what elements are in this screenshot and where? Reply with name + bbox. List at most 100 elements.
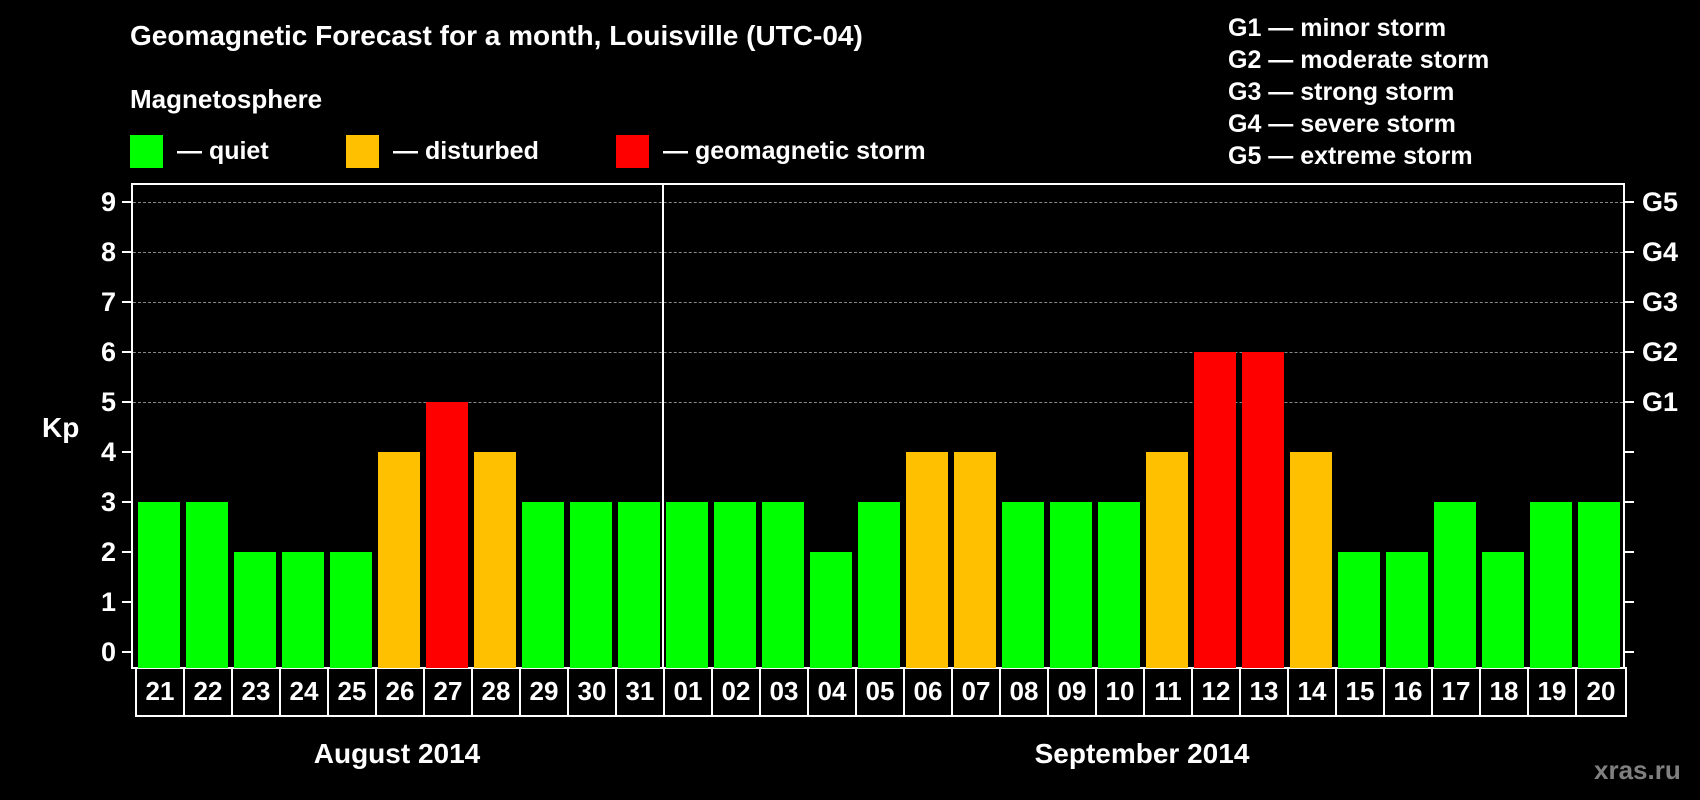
bar-23 (234, 552, 276, 668)
x-tick-label: 11 (1145, 667, 1193, 715)
bar-12 (1194, 352, 1236, 668)
bar-22 (186, 502, 228, 668)
x-tick-label: 01 (665, 667, 713, 715)
legend-heading: Magnetosphere (130, 84, 323, 114)
bar-13 (1242, 352, 1284, 668)
bar-14 (1290, 452, 1332, 668)
legend-item-storm: — geomagnetic storm (616, 135, 926, 168)
legend-label: — disturbed (393, 137, 539, 165)
y-tick-right (1625, 501, 1634, 503)
bar-05 (858, 502, 900, 668)
y-tick-label: 0 (100, 637, 116, 667)
legend-label: — quiet (177, 137, 269, 165)
g-scale-label: G5 (1642, 187, 1679, 217)
x-tick-label: 12 (1193, 667, 1241, 715)
x-tick-label: 28 (473, 667, 521, 715)
x-tick-label: 02 (713, 667, 761, 715)
y-tick (122, 651, 131, 653)
quiet-swatch (130, 135, 163, 168)
y-tick-right (1625, 251, 1634, 253)
bar-10 (1098, 502, 1140, 668)
y-tick (122, 551, 131, 553)
y-tick-label: 8 (100, 237, 116, 267)
x-tick-label: 16 (1385, 667, 1433, 715)
y-tick-label: 3 (100, 487, 116, 517)
bar-01 (666, 502, 708, 668)
y-axis-label: Kp (42, 412, 80, 443)
y-tick (122, 601, 131, 603)
bar-27 (426, 402, 468, 668)
x-tick-label: 03 (761, 667, 809, 715)
g-legend-item: G2 — moderate storm (1228, 46, 1490, 74)
bar-11 (1146, 452, 1188, 668)
month-label-august: August 2014 (313, 738, 481, 769)
legend-item-disturbed: — disturbed (346, 135, 539, 168)
grid-line (133, 302, 1623, 303)
bar-31 (618, 502, 660, 668)
x-tick-label: 29 (521, 667, 569, 715)
bar-06 (906, 452, 948, 668)
g-scale-label: G2 (1642, 337, 1679, 367)
y-tick (122, 351, 131, 353)
y-tick-right (1625, 451, 1634, 453)
y-tick-right (1625, 551, 1634, 553)
x-tick-label: 10 (1097, 667, 1145, 715)
y-tick-label: 5 (100, 387, 116, 417)
g-legend-item: G3 — strong storm (1228, 78, 1455, 106)
x-tick-label: 26 (377, 667, 425, 715)
month-label-september: September 2014 (1034, 738, 1250, 769)
y-tick (122, 251, 131, 253)
x-tick-label: 06 (905, 667, 953, 715)
g-scale-legend: G1 — minor storm G2 — moderate storm G3 … (1228, 12, 1489, 172)
y-tick-label: 9 (100, 187, 116, 217)
x-tick-label: 31 (617, 667, 665, 715)
x-tick-label: 23 (233, 667, 281, 715)
y-tick-right (1625, 301, 1634, 303)
grid-line (133, 352, 1623, 353)
legend-label: — geomagnetic storm (663, 137, 926, 165)
y-tick-right (1625, 651, 1634, 653)
x-tick-label: 14 (1289, 667, 1337, 715)
x-tick-label: 15 (1337, 667, 1385, 715)
bar-03 (762, 502, 804, 668)
grid-line (133, 252, 1623, 253)
bar-28 (474, 452, 516, 668)
y-tick-label: 7 (100, 287, 116, 317)
bar-21 (138, 502, 180, 668)
bar-29 (522, 502, 564, 668)
bar-04 (810, 552, 852, 668)
x-tick-label: 13 (1241, 667, 1289, 715)
x-tick-label: 27 (425, 667, 473, 715)
grid-line (133, 202, 1623, 203)
bar-09 (1050, 502, 1092, 668)
g-scale-label: G4 (1642, 237, 1679, 267)
x-tick-label: 21 (137, 667, 185, 715)
legend-item-quiet: — quiet (130, 135, 269, 168)
x-tick-label: 25 (329, 667, 377, 715)
g-legend-item: G4 — severe storm (1228, 110, 1456, 138)
x-tick-label: 20 (1586, 676, 1616, 706)
x-tick-label: 24 (281, 667, 329, 715)
bar-30 (570, 502, 612, 668)
disturbed-swatch (346, 135, 379, 168)
watermark: xras.ru (1594, 755, 1681, 785)
y-tick (122, 501, 131, 503)
bar-19 (1530, 502, 1572, 668)
y-tick-label: 6 (100, 337, 116, 367)
bar-18 (1482, 552, 1524, 668)
y-tick-right (1625, 201, 1634, 203)
bar-25 (330, 552, 372, 668)
x-tick-label: 04 (809, 667, 857, 715)
bar-24 (282, 552, 324, 668)
bar-26 (378, 452, 420, 668)
month-divider (662, 183, 664, 669)
x-tick-label: 05 (857, 667, 905, 715)
x-tick-label: 30 (569, 667, 617, 715)
bar-16 (1386, 552, 1428, 668)
x-tick-label: 22 (185, 667, 233, 715)
y-tick-right (1625, 601, 1634, 603)
bar-17 (1434, 502, 1476, 668)
chart-title: Geomagnetic Forecast for a month, Louisv… (130, 20, 863, 51)
plot-area (131, 183, 1625, 669)
x-tick-label: 08 (1001, 667, 1049, 715)
